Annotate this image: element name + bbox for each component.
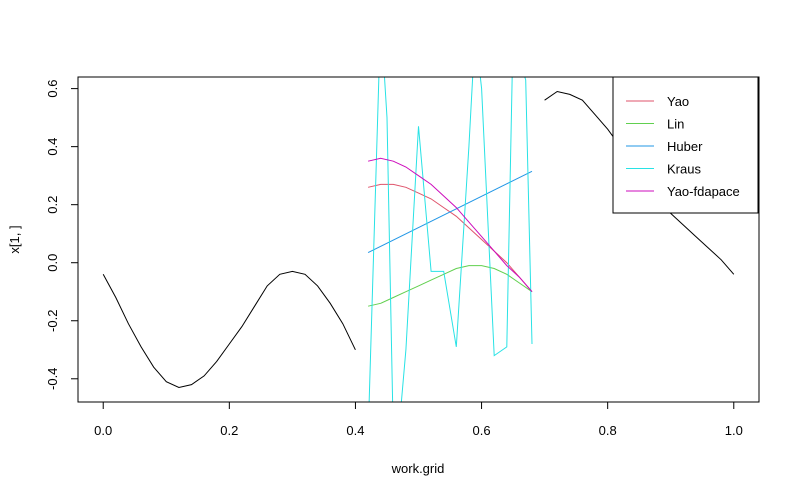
- series-line-lin: [367, 265, 533, 307]
- series-line-yao: [367, 183, 533, 293]
- legend-label: Yao-fdapace: [667, 184, 740, 199]
- y-axis-label: x[1, ]: [7, 225, 22, 253]
- y-tick-label: 0.2: [45, 196, 60, 214]
- legend-label: Lin: [667, 117, 684, 132]
- y-tick-label: -0.2: [45, 310, 60, 332]
- series-line-huber: [367, 170, 533, 254]
- x-tick-label: 0.0: [94, 423, 112, 438]
- observed-curve-segment-1: [102, 270, 356, 389]
- x-tick-label: 0.2: [220, 423, 238, 438]
- data-layer: [102, 77, 735, 402]
- y-tick-label: 0.0: [45, 254, 60, 272]
- x-axis-label: work.grid: [391, 461, 445, 476]
- legend-label: Huber: [667, 139, 703, 154]
- x-axis: 0.0 0.2 0.4 0.6 0.8 1.0: [94, 401, 743, 438]
- x-tick-label: 1.0: [725, 423, 743, 438]
- legend: Yao Lin Huber Kraus Yao-fdapace: [612, 76, 759, 214]
- y-tick-label: 0.6: [45, 80, 60, 98]
- legend-label: Kraus: [667, 162, 701, 177]
- series-line-kraus: [368, 77, 533, 402]
- x-tick-label: 0.4: [346, 423, 364, 438]
- x-tick-label: 0.8: [599, 423, 617, 438]
- legend-label: Yao: [667, 94, 689, 109]
- y-axis: -0.4 -0.2 0.0 0.2 0.4 0.6: [45, 80, 79, 390]
- legend-box: [612, 76, 759, 214]
- x-tick-label: 0.6: [473, 423, 491, 438]
- y-tick-label: 0.4: [45, 138, 60, 156]
- y-tick-label: -0.4: [45, 368, 60, 390]
- series-line-yao-fdapace: [367, 157, 533, 293]
